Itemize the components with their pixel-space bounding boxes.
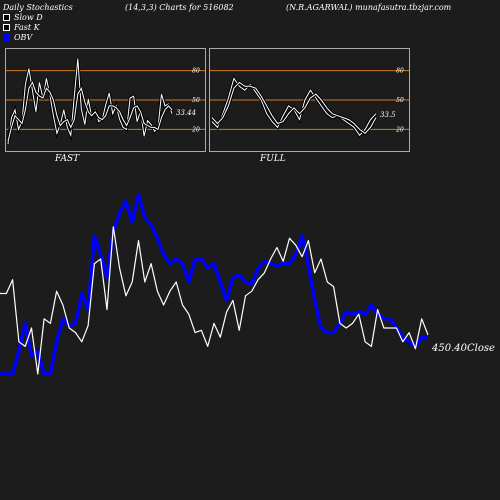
chart-symbol: (N.R.AGARWAL) munafasutra.tbzjar.com xyxy=(286,3,452,12)
legend-slow-d: Slow D xyxy=(14,13,43,22)
chart-title: Daily Stochastics xyxy=(3,3,73,12)
full-stochastic-panel: 80 50 20 33.5 xyxy=(209,48,410,152)
fast-k-swatch xyxy=(3,24,10,31)
legend-fast-k: Fast K xyxy=(14,23,40,32)
fast-panel-label: FAST xyxy=(55,154,80,164)
fast-stochastic-panel: 80 50 20 33.44 xyxy=(5,48,206,152)
full-level-label: 80 xyxy=(396,68,404,75)
fast-series-shadow xyxy=(6,58,174,145)
close-price-line xyxy=(0,226,429,375)
full-stochastic-chart: 80 50 20 33.5 xyxy=(210,68,409,138)
full-last-value: 33.5 xyxy=(380,111,396,119)
legend-obv: OBV xyxy=(14,33,33,42)
slow-d-swatch xyxy=(3,14,10,21)
close-value-label: 450.40Close xyxy=(432,343,495,354)
full-level-label: 20 xyxy=(395,126,404,133)
obv-swatch xyxy=(3,34,10,41)
fast-level-label: 50 xyxy=(192,97,200,104)
full-level-label: 50 xyxy=(396,97,404,104)
fast-level-label: 20 xyxy=(191,126,200,133)
chart-params: (14,3,3) Charts for 516082 xyxy=(125,3,234,12)
fast-stochastic-chart: 80 50 20 33.44 xyxy=(6,58,205,145)
obv-line xyxy=(0,192,428,376)
full-panel-label: FULL xyxy=(260,154,286,164)
full-series-slow-d xyxy=(211,81,377,134)
fast-last-value: 33.44 xyxy=(176,109,196,117)
fast-series-fast-k xyxy=(7,58,173,145)
fast-series-slow-d xyxy=(7,81,173,142)
fast-level-label: 80 xyxy=(192,68,200,75)
